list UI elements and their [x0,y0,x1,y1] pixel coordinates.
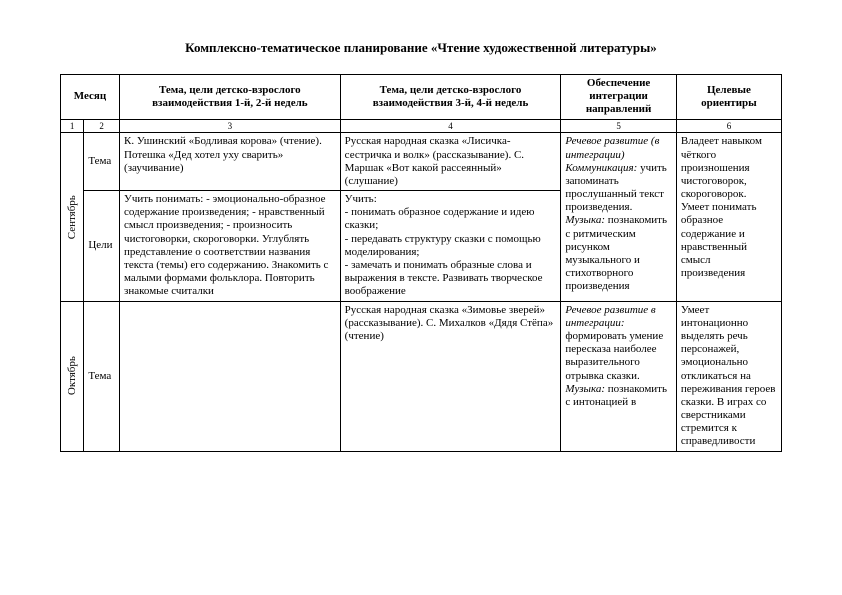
label-celi: Цели [84,191,120,302]
oct-tema1 [120,301,341,451]
header-theme12: Тема, цели детско-взрослого взаимодейств… [120,75,341,120]
sep-tema1: К. Ушинский «Бодливая корова» (чтение). … [120,133,341,191]
sep-celi1: Учить понимать: - эмоционально-образное … [120,191,341,302]
sep-tema2: Русская народная сказка «Лисичка-сестрич… [340,133,561,191]
label-tema: Тема [84,301,120,451]
header-targets: Целевые ориентиры [676,75,781,120]
table-row: Октябрь Тема Русская народная сказка «Зи… [61,301,782,451]
header-row: Месяц Тема, цели детско-взрослого взаимо… [61,75,782,120]
sep-int-c: Музыка: [565,214,605,226]
oct-targets: Умеет интонационно выделять речь персона… [676,301,781,451]
colnum-4: 4 [340,119,561,133]
colnum-5: 5 [561,119,677,133]
sep-targets: Владеет навыком чёткого произношения чис… [676,133,781,301]
oct-int-c: Музыка: [565,383,605,395]
planning-table: Месяц Тема, цели детско-взрослого взаимо… [60,74,782,452]
label-tema: Тема [84,133,120,191]
table-row: Сентябрь Тема К. Ушинский «Бодливая коро… [61,133,782,191]
page-title: Комплексно-тематическое планирование «Чт… [60,40,782,56]
oct-int-a: Речевое развитие в интеграции: [565,304,655,329]
month-oct: Октябрь [61,301,84,451]
header-theme34: Тема, цели детско-взрослого взаимодейств… [340,75,561,120]
oct-tema2: Русская народная сказка «Зимовье зверей»… [340,301,561,451]
colnum-row: 1 2 3 4 5 6 [61,119,782,133]
month-sep: Сентябрь [61,133,84,301]
sep-celi2: Учить: - понимать образное содержание и … [340,191,561,302]
oct-integration: Речевое развитие в интеграции: формирова… [561,301,677,451]
sep-integration: Речевое развитие (в интеграции) Коммуник… [561,133,677,301]
colnum-2: 2 [84,119,120,133]
header-integration: Обеспечение интеграции направлений [561,75,677,120]
colnum-6: 6 [676,119,781,133]
colnum-1: 1 [61,119,84,133]
colnum-3: 3 [120,119,341,133]
oct-int-b: формировать умение пересказа наиболее вы… [565,330,663,382]
header-month: Месяц [61,75,120,120]
